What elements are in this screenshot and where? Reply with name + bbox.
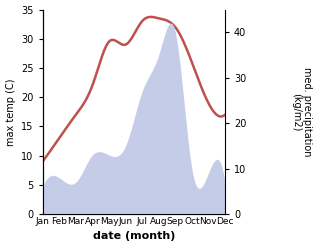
X-axis label: date (month): date (month) — [93, 231, 175, 242]
Y-axis label: med. precipitation
(kg/m2): med. precipitation (kg/m2) — [291, 67, 313, 157]
Y-axis label: max temp (C): max temp (C) — [5, 78, 16, 145]
